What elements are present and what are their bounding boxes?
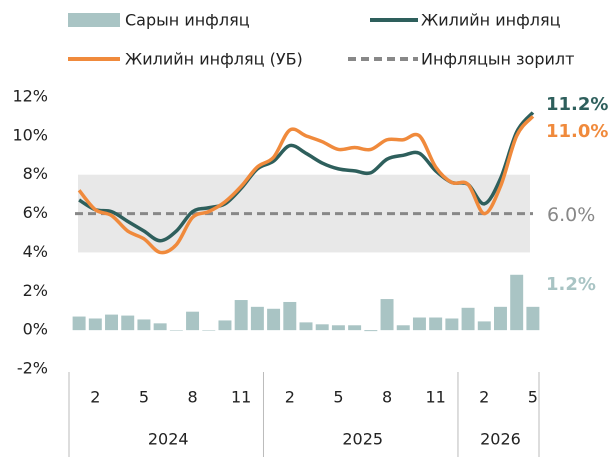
bar [494,306,507,331]
bar [250,306,264,331]
bar [364,330,378,332]
bar [169,330,183,331]
bar [315,324,329,331]
value-label: 11.2% [546,94,608,115]
legend-label: Инфляцын зорилт [421,50,574,69]
y-tick-label: 0% [23,320,48,339]
x-tick-label: 5 [333,388,343,407]
bar [153,323,167,331]
bar [348,325,362,331]
y-tick-label: 2% [23,281,48,300]
bar [88,318,102,331]
x-tick-label: 5 [528,388,538,407]
bar [429,317,443,331]
bar [331,325,345,331]
y-tick-label: 12% [12,87,48,106]
bar [299,322,313,331]
value-label: 11.0% [546,121,608,142]
x-tick-label: 2 [90,388,100,407]
bar [218,320,232,331]
bar [186,311,200,331]
y-tick-label: 8% [23,164,48,183]
bar [283,301,297,331]
x-tick-label: 2 [285,388,295,407]
bar [202,330,216,331]
bar [477,321,491,331]
x-tick-label: 2 [479,388,489,407]
bar [267,308,281,331]
year-label: 2024 [148,430,189,449]
year-label: 2025 [342,430,383,449]
value-label: 1.2% [546,274,596,295]
y-tick-label: 6% [23,203,48,222]
bar [137,319,151,331]
bar [510,274,524,331]
legend-swatch [68,13,120,27]
legend-label: Жилийн инфляц (УБ) [125,50,303,69]
x-tick-label: 8 [187,388,197,407]
bar [72,316,86,331]
bar [461,307,475,331]
y-tick-label: 4% [23,242,48,261]
year-label: 2026 [480,430,521,449]
y-tick-label: -2% [17,359,48,378]
x-tick-label: 11 [231,388,251,407]
bar [380,299,394,331]
bar [234,300,248,331]
legend-label: Сарын инфляц [125,11,250,30]
bar [445,318,459,331]
y-tick-label: 10% [12,125,48,144]
bar [412,317,426,331]
bar [526,306,540,331]
bar [105,314,118,331]
target-label: 6.0% [547,204,595,226]
x-tick-label: 8 [382,388,392,407]
legend-label: Жилийн инфляц [421,11,561,30]
x-tick-label: 5 [139,388,149,407]
line [77,115,535,255]
bar [396,325,410,331]
bar [121,315,135,331]
x-tick-label: 11 [425,388,445,407]
